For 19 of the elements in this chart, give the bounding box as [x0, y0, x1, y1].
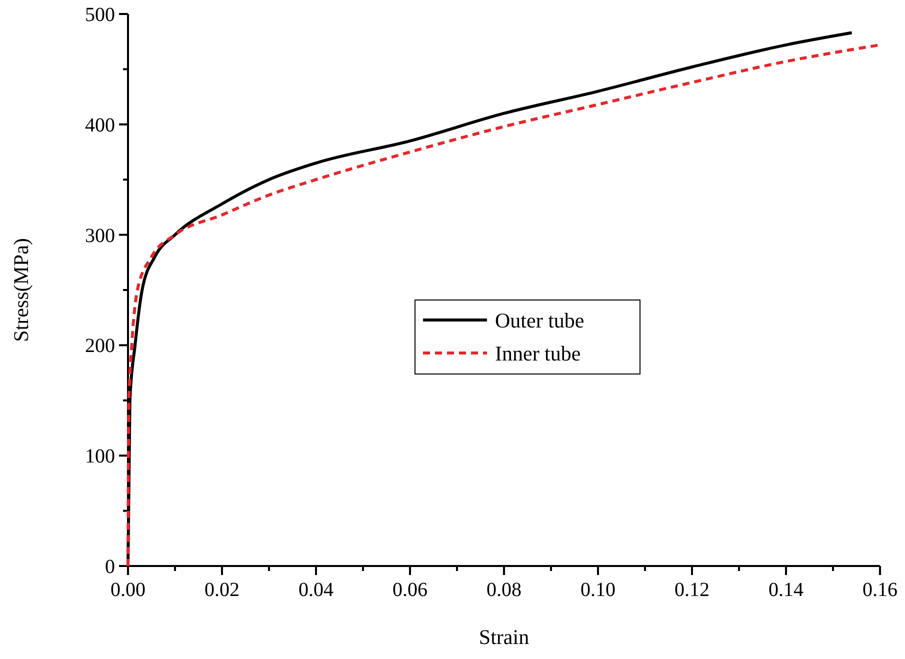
- x-tick-label: 0.08: [486, 579, 522, 601]
- x-tick-label: 0.06: [392, 579, 428, 601]
- y-tick-label: 100: [85, 446, 115, 468]
- x-tick-label: 0.16: [862, 579, 898, 601]
- x-tick-label: 0.10: [580, 579, 616, 601]
- y-tick-label: 200: [85, 335, 115, 358]
- x-axis-title: Strain: [478, 625, 530, 649]
- y-tick-label: 0: [105, 556, 115, 578]
- y-tick-label: 400: [85, 114, 115, 136]
- x-tick-label: 0.00: [110, 579, 146, 601]
- y-tick-label: 300: [85, 224, 115, 247]
- x-tick-label: 0.14: [768, 579, 804, 601]
- x-tick-label: 0.12: [674, 579, 710, 601]
- x-tick-label: 0.04: [298, 579, 334, 601]
- y-tick-label: 500: [85, 4, 115, 26]
- y-axis-title: Stress(MPa): [9, 238, 33, 342]
- x-tick-label: 0.02: [204, 579, 240, 601]
- legend-label: Outer tube: [495, 308, 584, 332]
- legend-label: Inner tube: [495, 341, 581, 366]
